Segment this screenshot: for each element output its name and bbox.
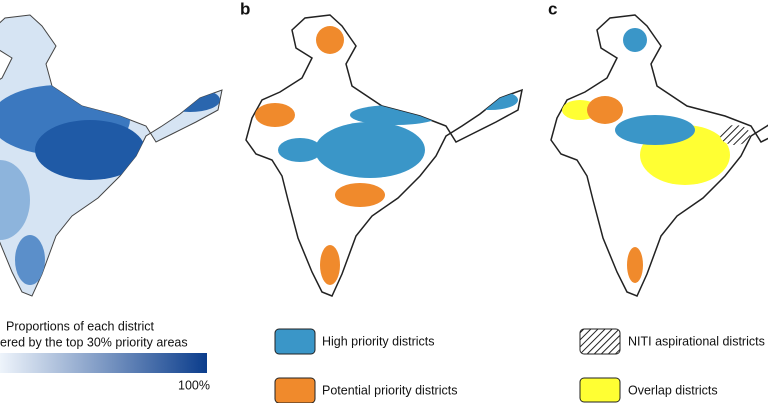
legend-label: Potential priority districts — [322, 383, 457, 397]
legend-swatch — [274, 328, 316, 355]
legend-label: High priority districts — [322, 334, 435, 348]
color-bar — [0, 353, 207, 373]
map-a — [0, 14, 223, 297]
legend-title: ered by the top 30% priority areas — [0, 335, 188, 349]
legend-title: Proportions of each district — [6, 319, 155, 333]
legend-label: Overlap districts — [628, 383, 718, 397]
legend-swatch — [274, 377, 316, 403]
map-b — [245, 14, 523, 297]
legend-label: NITI aspirational districts — [628, 334, 765, 348]
color-bar-label: 100% — [178, 378, 210, 392]
legend-swatch — [579, 377, 621, 403]
panel-label: c — [548, 0, 557, 18]
map-c — [550, 14, 768, 297]
panel-label: b — [240, 0, 250, 18]
legend-swatch — [579, 328, 621, 355]
